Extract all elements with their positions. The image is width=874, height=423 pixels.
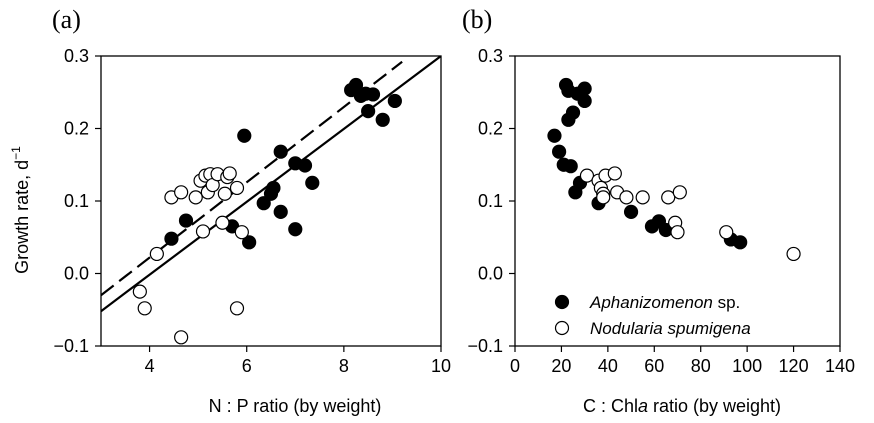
data-point-nodularia xyxy=(217,186,232,201)
data-point-aphanizomenon xyxy=(288,222,303,237)
data-point-aphanizomenon xyxy=(733,235,748,250)
y-axis-title-superscript: −1 xyxy=(9,146,23,160)
x-axis-title-italic: a xyxy=(638,396,648,416)
panel-b-legend: Aphanizomenon sp. Nodularia spumigena xyxy=(554,293,751,338)
panel-a-label: (a) xyxy=(52,5,81,34)
x-tick-label: 100 xyxy=(732,356,762,376)
y-axis-title-text: Growth rate, d xyxy=(12,160,32,274)
data-point-nodularia xyxy=(786,246,801,262)
data-point-aphanizomenon xyxy=(361,103,376,119)
regression-line-dashed xyxy=(101,60,403,297)
x-tick-label: 40 xyxy=(598,356,618,376)
x-tick-label: 0 xyxy=(510,356,520,376)
data-point-aphanizomenon xyxy=(266,180,281,196)
data-point-nodularia xyxy=(149,246,164,262)
x-tick-label: 60 xyxy=(644,356,664,376)
legend-entry-nodularia: Nodularia spumigena xyxy=(590,319,751,338)
data-point-aphanizomenon xyxy=(577,81,592,96)
x-tick-label: 80 xyxy=(691,356,711,376)
panel-b: (b) C : Chla ratio (by weight) 0 20 40 60 80… xyxy=(462,5,855,416)
data-point-aphanizomenon xyxy=(164,231,179,246)
legend-entry-aphanizomenon-suffix: sp. xyxy=(713,293,740,312)
data-point-aphanizomenon xyxy=(577,93,592,109)
panel-a: (a) Growth rate, d−1 N : P ratio (by wei… xyxy=(9,5,451,416)
x-tick-label: 8 xyxy=(339,356,349,376)
panel-a-y-axis-title: Growth rate, d−1 xyxy=(9,146,32,274)
data-point-nodularia xyxy=(619,190,634,205)
x-tick-label: 20 xyxy=(551,356,571,376)
data-point-aphanizomenon xyxy=(178,213,194,228)
data-point-nodularia xyxy=(234,225,249,240)
data-point-nodularia xyxy=(670,225,685,240)
legend-entry-aphanizomenon: Aphanizomenon sp. xyxy=(589,293,740,312)
data-point-aphanizomenon xyxy=(242,235,257,250)
data-point-nodularia xyxy=(132,284,147,299)
data-point-nodularia xyxy=(672,185,687,200)
y-tick-label: 0.1 xyxy=(478,191,503,211)
data-point-nodularia xyxy=(137,301,152,316)
data-point-aphanizomenon xyxy=(623,204,639,219)
data-point-nodularia xyxy=(719,225,734,240)
x-axis-title-part1: C : Chl xyxy=(583,396,638,416)
y-tick-label: −0.1 xyxy=(467,336,503,356)
panel-b-x-axis-title: C : Chla ratio (by weight) xyxy=(583,396,781,416)
y-tick-label: 0.0 xyxy=(64,264,89,284)
data-point-aphanizomenon xyxy=(273,144,288,159)
y-tick-label: 0.3 xyxy=(64,46,89,66)
x-axis-title-part2: ratio (by weight) xyxy=(648,396,781,416)
x-tick-label: 10 xyxy=(431,356,451,376)
x-tick-label: 120 xyxy=(779,356,809,376)
legend-entry-aphanizomenon-name: Aphanizomenon xyxy=(589,293,713,312)
data-point-aphanizomenon xyxy=(375,112,390,127)
data-point-aphanizomenon xyxy=(273,204,288,219)
panel-b-plot-area: 0 20 40 60 80 100 120 140 −0.1 0.0 0.1 0.2 0.3 xyxy=(467,46,855,376)
x-tick-label: 140 xyxy=(825,356,855,376)
data-point-aphanizomenon xyxy=(256,196,271,211)
data-point-nodularia xyxy=(607,166,622,181)
panel-a-x-axis-title: N : P ratio (by weight) xyxy=(209,396,382,416)
panel-a-plot-area: 4 6 8 10 −0.1 0.0 0.1 0.2 0.3 xyxy=(53,46,451,376)
data-point-nodularia xyxy=(229,180,245,196)
data-point-aphanizomenon xyxy=(563,159,578,174)
data-point-aphanizomenon xyxy=(552,144,567,159)
data-point-nodularia xyxy=(215,215,230,230)
data-point-nodularia xyxy=(174,185,189,200)
data-point-nodularia xyxy=(188,190,203,205)
y-tick-label: 0.2 xyxy=(478,119,503,139)
panel-b-label: (b) xyxy=(462,5,492,34)
data-point-aphanizomenon xyxy=(365,87,381,102)
data-point-aphanizomenon xyxy=(237,128,252,143)
data-point-nodularia xyxy=(222,166,237,181)
x-tick-label: 6 xyxy=(242,356,252,376)
data-point-aphanizomenon xyxy=(305,175,320,190)
data-point-nodularia xyxy=(579,168,595,183)
legend-open-circle-marker xyxy=(554,320,570,336)
y-tick-label: −0.1 xyxy=(53,336,89,356)
data-point-aphanizomenon xyxy=(547,128,562,143)
x-tick-label: 4 xyxy=(145,356,155,376)
y-tick-label: 0.1 xyxy=(64,191,89,211)
y-tick-label: 0.3 xyxy=(478,46,503,66)
data-point-nodularia xyxy=(229,301,245,316)
data-point-nodularia xyxy=(635,190,650,205)
data-point-aphanizomenon xyxy=(565,105,581,120)
data-point-nodularia xyxy=(661,190,676,205)
y-tick-label: 0.2 xyxy=(64,119,89,139)
data-point-nodularia xyxy=(195,224,211,239)
legend-filled-circle-marker xyxy=(554,294,570,310)
data-point-aphanizomenon xyxy=(387,93,402,109)
data-point-aphanizomenon xyxy=(297,158,313,173)
data-point-nodularia xyxy=(174,330,189,345)
data-point-nodularia xyxy=(596,190,611,205)
y-tick-label: 0.0 xyxy=(478,264,503,284)
